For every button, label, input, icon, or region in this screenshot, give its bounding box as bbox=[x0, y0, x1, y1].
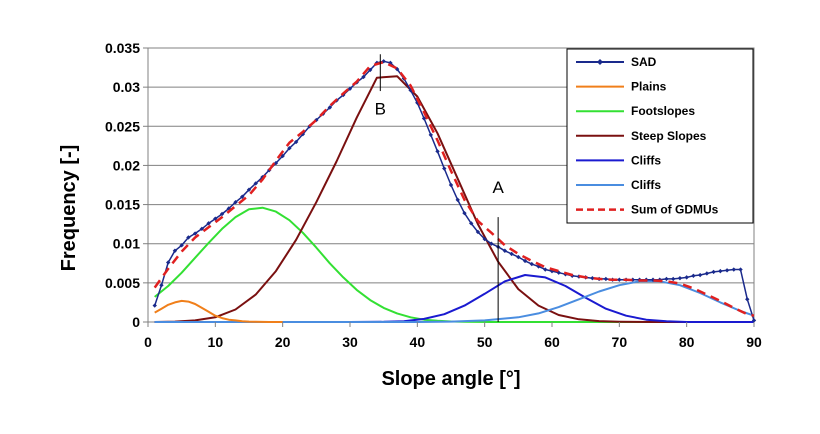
sad-point bbox=[206, 221, 211, 226]
y-tick-label: 0.005 bbox=[105, 275, 140, 291]
sad-point bbox=[435, 149, 440, 154]
series-layer bbox=[152, 59, 757, 323]
sad-point bbox=[253, 181, 258, 186]
sad-point bbox=[240, 194, 245, 199]
legend-label-cliffs-4: Cliffs bbox=[631, 153, 661, 167]
sad-point bbox=[738, 267, 743, 272]
sad-point bbox=[603, 276, 609, 282]
x-tick-label: 0 bbox=[144, 334, 152, 350]
sad-point bbox=[166, 260, 171, 265]
x-tick-label: 90 bbox=[746, 334, 762, 350]
series-line-sum-of-gdmus-6 bbox=[153, 60, 755, 317]
annotation-label-a: A bbox=[492, 178, 504, 197]
sad-point bbox=[502, 248, 508, 253]
y-tick-label: 0.025 bbox=[105, 118, 140, 134]
sad-point bbox=[731, 267, 736, 272]
sad-point bbox=[724, 268, 730, 273]
sad-point bbox=[199, 226, 205, 232]
sad-point bbox=[630, 277, 635, 282]
sad-point bbox=[300, 131, 306, 137]
x-tick-label: 10 bbox=[208, 334, 224, 350]
sad-point bbox=[428, 132, 433, 138]
sad-point bbox=[509, 251, 514, 257]
sad-point bbox=[293, 139, 299, 145]
sad-point bbox=[219, 211, 225, 217]
sad-point bbox=[327, 105, 332, 110]
legend-label-plains-1: Plains bbox=[631, 80, 667, 94]
sad-point bbox=[751, 318, 757, 323]
sad-point bbox=[475, 229, 481, 235]
x-tick-label: 20 bbox=[275, 334, 291, 350]
sad-point bbox=[711, 269, 716, 275]
x-tick-label: 40 bbox=[410, 334, 426, 350]
sad-point bbox=[455, 197, 460, 203]
series-line-plains-1 bbox=[154, 299, 283, 323]
sad-point bbox=[704, 271, 710, 276]
sad-point bbox=[361, 74, 366, 80]
legend-label-sum-of-gdmus-6: Sum of GDMUs bbox=[631, 203, 719, 217]
legend-marker bbox=[597, 59, 603, 65]
series-line-cliffs-5 bbox=[154, 280, 755, 323]
sad-point bbox=[516, 254, 521, 260]
legend: SAD Plains Footslopes Steep Slopes Cliffs Cli… bbox=[566, 48, 754, 224]
sad-point bbox=[186, 235, 191, 240]
sad-point bbox=[233, 200, 238, 205]
sad-point bbox=[664, 276, 669, 282]
x-tick-label: 80 bbox=[679, 334, 695, 350]
series-line-footslopes-2 bbox=[154, 206, 754, 323]
x-tick-label: 30 bbox=[342, 334, 358, 350]
y-tick-label: 0.015 bbox=[105, 197, 140, 213]
sad-point bbox=[556, 270, 561, 275]
x-tick-label: 70 bbox=[612, 334, 628, 350]
legend-label-steep-slopes-3: Steep Slopes bbox=[631, 129, 707, 143]
series-line-steep-slopes-3 bbox=[154, 75, 754, 323]
sad-point bbox=[442, 166, 447, 171]
sad-point bbox=[152, 303, 157, 308]
sad-point bbox=[677, 275, 683, 281]
tick-labels: 0 0.005 0.01 0.015 0.02 0.025 0.03 0.035 0 10 20 30… bbox=[105, 40, 762, 350]
sad-point bbox=[617, 277, 622, 282]
y-tick-label: 0 bbox=[132, 314, 140, 330]
sad-point bbox=[691, 273, 696, 279]
sad-point bbox=[482, 236, 487, 242]
sad-point bbox=[159, 283, 164, 288]
sad-point bbox=[179, 243, 184, 248]
sad-point bbox=[246, 187, 252, 192]
sad-point bbox=[287, 146, 292, 151]
sad-point bbox=[192, 231, 198, 236]
sad-point bbox=[489, 241, 494, 246]
sad-point bbox=[718, 268, 723, 274]
y-tick-label: 0.035 bbox=[105, 40, 140, 56]
annotation-layer: AB bbox=[375, 54, 504, 322]
x-axis-title: Slope angle [°] bbox=[381, 368, 520, 390]
x-tick-label: 50 bbox=[477, 334, 493, 350]
sad-point bbox=[462, 210, 467, 216]
sad-point bbox=[684, 275, 689, 280]
y-tick-label: 0.01 bbox=[113, 236, 140, 252]
sad-point bbox=[469, 221, 474, 226]
legend-label-cliffs-5: Cliffs bbox=[631, 178, 661, 192]
sad-point bbox=[172, 248, 178, 253]
sad-point bbox=[394, 66, 400, 72]
y-tick-label: 0.02 bbox=[113, 157, 140, 173]
sad-point bbox=[745, 297, 750, 302]
legend-label-footslopes-2: Footslopes bbox=[631, 104, 695, 118]
x-tick-label: 60 bbox=[544, 334, 560, 350]
sad-point bbox=[529, 261, 534, 267]
y-axis-title: Frequency [-] bbox=[58, 145, 80, 272]
sad-point bbox=[671, 276, 676, 282]
y-tick-label: 0.03 bbox=[113, 79, 140, 95]
sad-point bbox=[213, 216, 218, 221]
sad-point bbox=[543, 267, 548, 272]
sad-point bbox=[522, 258, 528, 264]
legend-label-sad-0: SAD bbox=[631, 55, 657, 69]
annotation-label-b: B bbox=[375, 100, 386, 119]
sad-point bbox=[697, 272, 703, 278]
sad-point bbox=[448, 182, 454, 188]
